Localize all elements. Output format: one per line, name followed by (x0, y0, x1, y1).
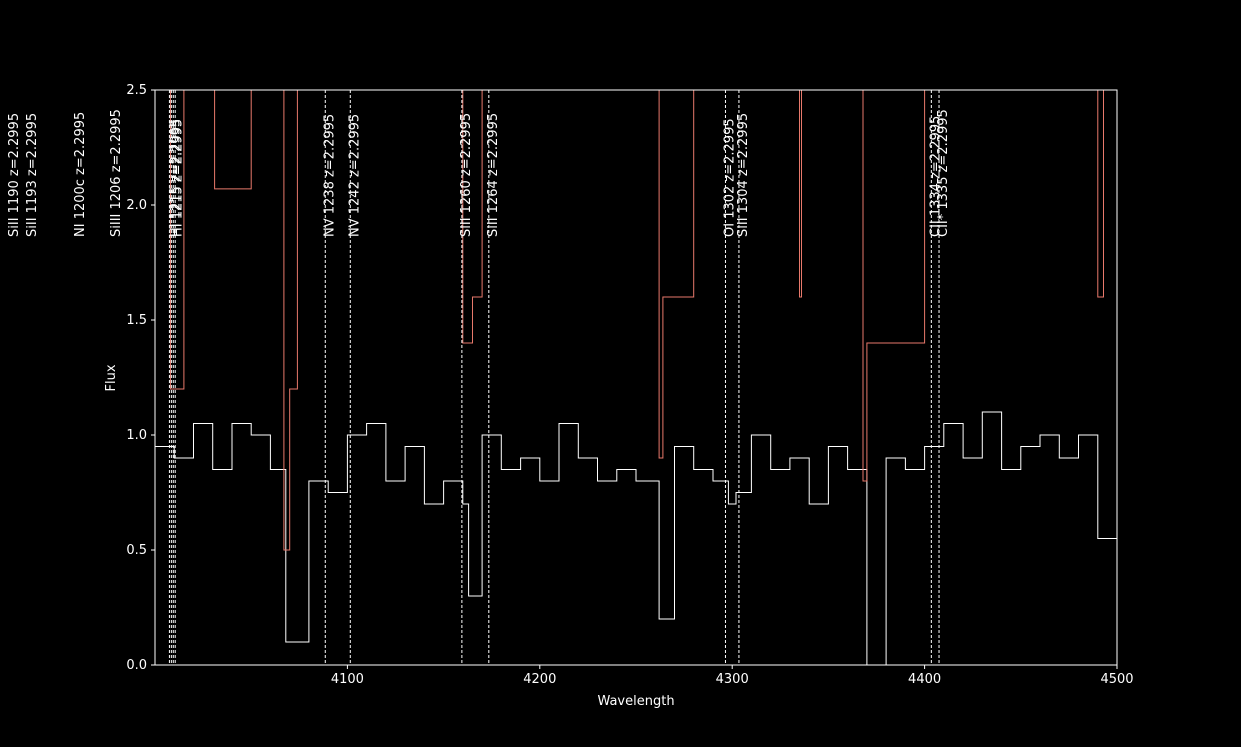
line-label: CII* 1335 z=2.2995 (936, 109, 951, 237)
y-axis-label: Flux (104, 364, 119, 391)
y-tick-label: 0.5 (126, 543, 147, 558)
marker-layer (168, 90, 940, 665)
flux-series-line (155, 411, 1118, 666)
line-label: NI 1200c z=2.2995 (73, 112, 88, 237)
y-tick-label: 2.5 (126, 83, 147, 98)
line-label: HI 1215 z=2.2995 (170, 119, 185, 237)
plot-frame (154, 89, 1118, 666)
line-label: SiII 1260 z=2.2995 (459, 113, 474, 237)
line-label: HI 1215 z=2.2995 (168, 119, 183, 237)
x-axis-label: Wavelength (597, 694, 674, 709)
line-label-layer: SiII 1190 z=2.2995 SiII 1193 z=2.2995 NI 1… (7, 109, 951, 237)
x-tick-label: 4300 (716, 672, 749, 687)
x-tick-label: 4500 (1100, 672, 1133, 687)
x-tick-label: 4200 (523, 672, 556, 687)
y-tick-label: 2.0 (126, 198, 147, 213)
x-tick-label: 4100 (331, 672, 364, 687)
line-label: CII 1334 z=2.2995 (928, 116, 943, 237)
line-label: NV 1238 z=2.2995 (322, 114, 337, 237)
line-label: SiII 1193 z=2.2995 (25, 113, 40, 237)
y-tick-label: 0.0 (126, 658, 147, 673)
x-tick-label: 4400 (908, 672, 941, 687)
error-series-line (155, 89, 1117, 551)
line-label: SiIII 1206 z=2.2995 (109, 109, 124, 237)
y-axis: 0.0 0.5 1.0 1.5 2.0 2.5 (126, 83, 155, 673)
line-label: SiII 1304 z=2.2995 (736, 113, 751, 237)
y-tick-label: 1.5 (126, 313, 147, 328)
series-layer (155, 89, 1118, 666)
line-label: SiII 1264 z=2.2995 (486, 113, 501, 237)
x-axis: 4100 4200 4300 4400 4500 (331, 665, 1134, 687)
line-label: OI 1302 z=2.2995 (723, 118, 738, 237)
line-label: NV 1242 z=2.2995 (347, 114, 362, 237)
y-tick-label: 1.0 (126, 428, 147, 443)
line-label: SiII 1190 z=2.2995 (7, 113, 22, 237)
